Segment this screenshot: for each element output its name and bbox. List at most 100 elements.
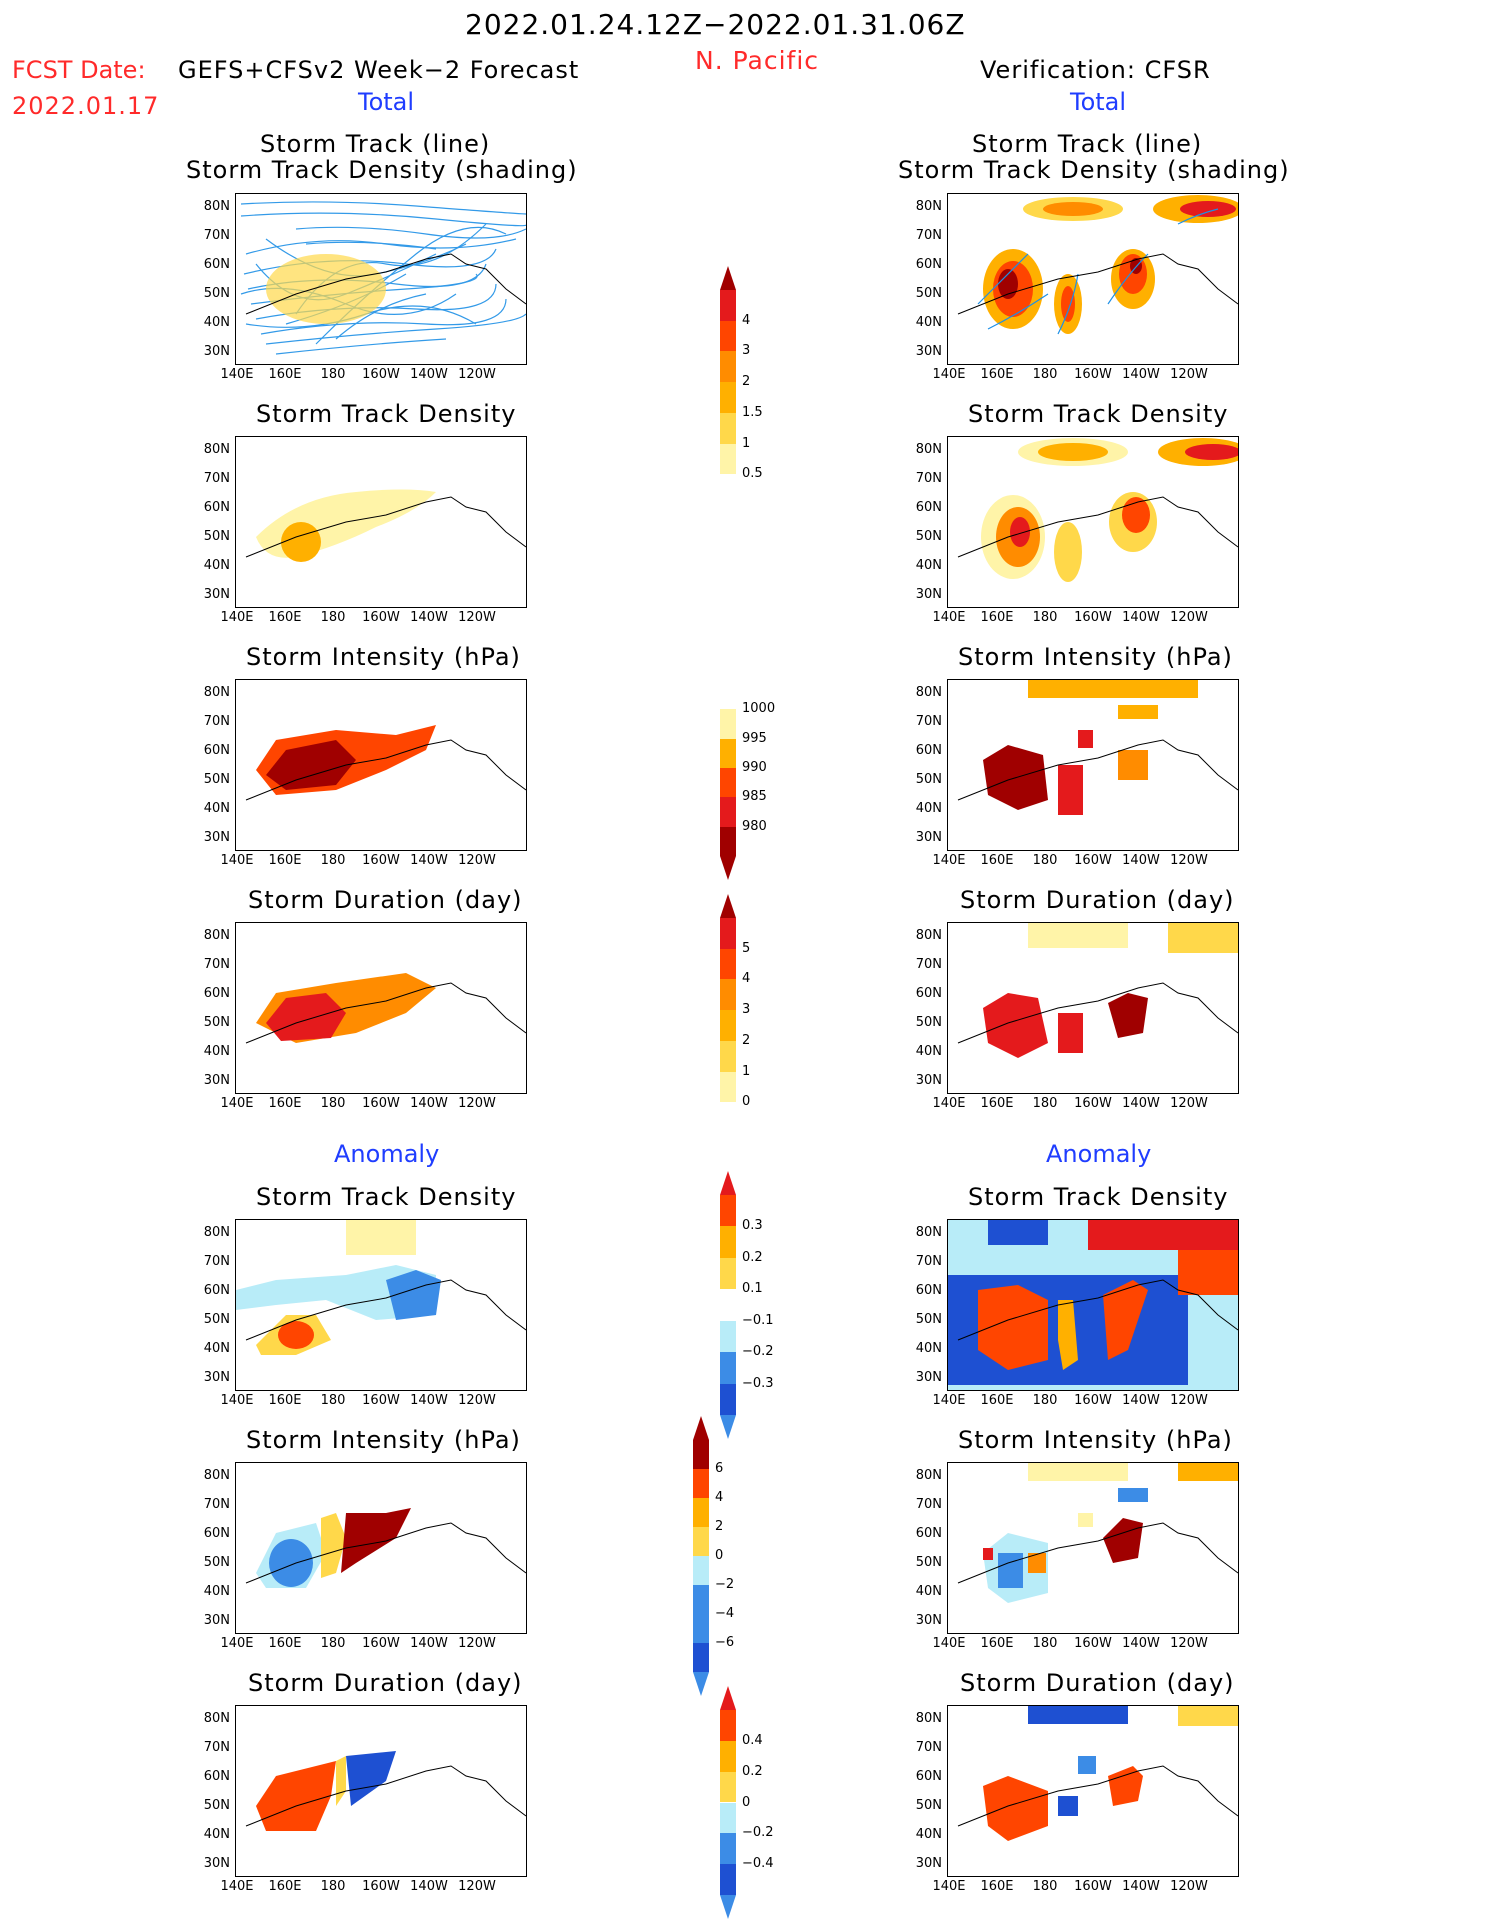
colorbar-segment — [720, 738, 736, 768]
colorbar-segment — [720, 826, 736, 856]
section-anomaly-left: Anomaly — [334, 1140, 440, 1168]
duration-shading — [957, 923, 1238, 1058]
lat-tick-label: 30N — [915, 344, 942, 359]
lat-tick-label: 60N — [203, 1769, 230, 1784]
colorbar-label: 4 — [742, 312, 751, 328]
lat-tick-label: 30N — [203, 1370, 230, 1385]
lon-tick-label: 160W — [362, 610, 400, 625]
colorbar-segment — [720, 1710, 736, 1741]
colorbar-segment — [693, 1585, 709, 1614]
lon-tick-label: 140W — [1122, 367, 1160, 382]
lat-tick-label: 50N — [203, 1555, 230, 1570]
lat-tick-label: 30N — [915, 1856, 942, 1871]
lon-tick-label: 120W — [458, 610, 496, 625]
track-lines — [240, 201, 526, 355]
colorbar-tip-top — [720, 894, 736, 918]
colorbar-tip-top — [720, 266, 736, 290]
lon-tick-label: 160E — [268, 1636, 302, 1651]
map-intensity-verification — [947, 679, 1239, 851]
lon-tick-label: 140E — [220, 1879, 254, 1894]
lon-tick-label: 120W — [1170, 1096, 1208, 1111]
lat-tick-label: 50N — [915, 1798, 942, 1813]
title-anom-duration-right: Storm Duration (day) — [960, 1669, 1235, 1697]
lon-tick-label: 160E — [268, 853, 302, 868]
lon-tick-label: 160E — [980, 853, 1014, 868]
intensity-shading — [957, 680, 1238, 815]
map-intensity-forecast — [235, 679, 527, 851]
lat-tick-label: 30N — [915, 830, 942, 845]
lon-tick-label: 120W — [1170, 1393, 1208, 1408]
colorbar-tip-bottom — [720, 856, 736, 880]
anom-duration-shading — [957, 1706, 1238, 1841]
lon-tick-label: 140E — [932, 1879, 966, 1894]
lat-tick-label: 60N — [915, 1283, 942, 1298]
map-anom-density-verification — [947, 1219, 1239, 1391]
lat-tick-label: 80N — [203, 928, 230, 943]
lon-tick-label: 140W — [410, 367, 448, 382]
lat-tick-label: 70N — [203, 228, 230, 243]
colorbar-segment — [720, 1320, 736, 1353]
lon-tick-label: 140E — [220, 1393, 254, 1408]
map-anom-intensity-forecast — [235, 1462, 527, 1634]
lat-tick-label: 60N — [915, 1526, 942, 1541]
colorbar-label: 0.5 — [742, 466, 763, 482]
lat-tick-label: 50N — [203, 1015, 230, 1030]
colorbar-segment — [720, 1352, 736, 1384]
colorbar-label: −6 — [715, 1635, 735, 1650]
lon-tick-label: 180 — [1032, 1879, 1058, 1894]
title-anom-intensity-left: Storm Intensity (hPa) — [246, 1426, 521, 1454]
title-anom-intensity-right: Storm Intensity (hPa) — [958, 1426, 1233, 1454]
lat-tick-label: 70N — [203, 1497, 230, 1512]
lon-tick-label: 180 — [320, 1393, 346, 1408]
map-track-forecast — [235, 193, 527, 365]
title-duration-left: Storm Duration (day) — [248, 886, 523, 914]
lat-tick-label: 80N — [203, 685, 230, 700]
lat-tick-label: 40N — [203, 1584, 230, 1599]
colorbar-label: 1 — [742, 1063, 751, 1079]
colorbar-segment — [720, 443, 736, 475]
lon-tick-label: 140E — [220, 1636, 254, 1651]
lon-tick-label: 180 — [1032, 1393, 1058, 1408]
lon-tick-label: 140W — [1122, 853, 1160, 868]
colorbar-label: 1000 — [742, 701, 776, 717]
map-density-forecast — [235, 436, 527, 608]
lon-tick-label: 180 — [1032, 853, 1058, 868]
lon-tick-label: 140W — [1122, 610, 1160, 625]
colorbar-segment — [693, 1498, 709, 1527]
lat-tick-label: 40N — [203, 801, 230, 816]
colorbar-label: 3 — [742, 343, 751, 359]
colorbar-segment — [693, 1643, 709, 1672]
colorbar-segment — [720, 1833, 736, 1865]
lon-tick-label: 140W — [410, 1636, 448, 1651]
lat-tick-label: 70N — [915, 957, 942, 972]
lat-tick-label: 40N — [203, 558, 230, 573]
lat-tick-label: 80N — [915, 1468, 942, 1483]
colorbar-segment — [720, 1226, 736, 1258]
fcst-date-label: FCST Date: — [12, 56, 146, 84]
lat-tick-label: 70N — [915, 1740, 942, 1755]
density-shading — [957, 438, 1238, 582]
lon-tick-label: 160E — [980, 610, 1014, 625]
colorbar-segment — [720, 412, 736, 444]
title-anom-density-left: Storm Track Density — [256, 1183, 517, 1211]
lon-tick-label: 160E — [268, 1879, 302, 1894]
lon-tick-label: 180 — [320, 1096, 346, 1111]
lat-tick-label: 30N — [203, 1856, 230, 1871]
lon-tick-label: 160E — [268, 610, 302, 625]
colorbar-label: 0.4 — [742, 1732, 763, 1748]
colorbar-segment — [720, 1040, 736, 1072]
map-track-verification — [947, 193, 1239, 365]
lat-tick-label: 30N — [915, 1073, 942, 1088]
lon-tick-label: 160W — [1074, 1636, 1112, 1651]
title-intensity-left: Storm Intensity (hPa) — [246, 643, 521, 671]
title-track-density-shading-right: Storm Track Density (shading) — [898, 156, 1290, 184]
colorbar-label: 980 — [742, 818, 767, 834]
colorbar-segment — [720, 474, 736, 505]
lon-tick-label: 160E — [268, 367, 302, 382]
lat-tick-label: 30N — [203, 1073, 230, 1088]
colorbar-label: 5 — [742, 940, 751, 956]
lat-tick-label: 40N — [915, 558, 942, 573]
lon-tick-label: 140E — [932, 853, 966, 868]
colorbar-label: −0.1 — [742, 1312, 774, 1328]
lat-tick-label: 60N — [915, 743, 942, 758]
